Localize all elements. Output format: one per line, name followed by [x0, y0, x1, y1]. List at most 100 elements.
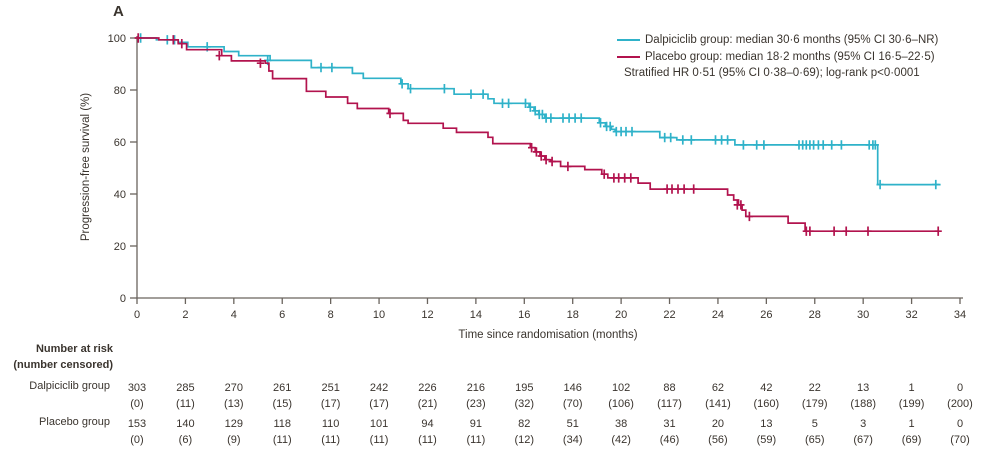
censored-value-cell: (34) — [563, 434, 583, 446]
legend: Dalpiciclib group: median 30·6 months (9… — [617, 32, 938, 82]
censored-value-cell: (21) — [418, 398, 438, 410]
risk-value-cell: 118 — [273, 418, 291, 430]
risk-row-label-placebo: Placebo group — [39, 416, 110, 428]
x-tick-label: 10 — [373, 309, 385, 321]
risk-value-cell: 242 — [370, 382, 388, 394]
censored-value-cell: (65) — [805, 434, 825, 446]
x-tick-label: 8 — [328, 309, 334, 321]
risk-value-cell: 51 — [567, 418, 579, 430]
risk-value-cell: 216 — [467, 382, 485, 394]
risk-value-cell: 129 — [225, 418, 243, 430]
censored-value-cell: (56) — [708, 434, 728, 446]
x-tick-label: 2 — [182, 309, 188, 321]
censored-value-cell: (17) — [369, 398, 389, 410]
legend-label-placebo: Placebo group: median 18·2 months (95% C… — [645, 50, 935, 63]
censored-value-cell: (13) — [224, 398, 244, 410]
legend-stat-note: Stratified HR 0·51 (95% CI 0·38–0·69); l… — [624, 67, 920, 79]
censored-value-cell: (6) — [179, 434, 192, 446]
censor-marks-placebo-group — [134, 33, 942, 236]
risk-value-cell: 0 — [957, 418, 963, 430]
censored-value-cell: (179) — [802, 398, 828, 410]
risk-value-cell: 13 — [857, 382, 869, 394]
risk-value-cell: 226 — [418, 382, 436, 394]
risk-value-cell: 146 — [564, 382, 582, 394]
risk-value-cell: 88 — [663, 382, 675, 394]
risk-value-cell: 303 — [128, 382, 146, 394]
x-tick-label: 30 — [857, 309, 869, 321]
censored-value-cell: (0) — [130, 398, 143, 410]
risk-value-cell: 285 — [176, 382, 194, 394]
x-tick-label: 34 — [954, 309, 966, 321]
risk-value-cell: 261 — [273, 382, 291, 394]
risk-value-cell: 82 — [518, 418, 530, 430]
x-tick-label: 22 — [663, 309, 675, 321]
risk-value-cell: 1 — [909, 418, 915, 430]
risk-table-subheader: (number censored) — [13, 359, 113, 371]
risk-value-cell: 42 — [760, 382, 772, 394]
risk-value-cell: 251 — [321, 382, 339, 394]
risk-value-cell: 102 — [612, 382, 630, 394]
censored-value-cell: (9) — [227, 434, 240, 446]
legend-item-dalpiciclib: Dalpiciclib group: median 30·6 months (9… — [617, 32, 938, 49]
censored-value-cell: (117) — [657, 398, 682, 410]
panel-label: A — [113, 3, 124, 20]
y-tick-label: 40 — [114, 189, 126, 201]
censored-value-cell: (70) — [563, 398, 583, 410]
risk-value-cell: 140 — [176, 418, 194, 430]
censored-value-cell: (11) — [176, 398, 195, 410]
x-tick-label: 6 — [279, 309, 285, 321]
y-tick-label: 0 — [120, 293, 126, 305]
censored-value-cell: (11) — [467, 434, 486, 446]
risk-table-header: Number at risk — [35, 343, 113, 355]
risk-value-cell: 5 — [812, 418, 818, 430]
x-tick-label: 16 — [518, 309, 530, 321]
x-tick-label: 32 — [905, 309, 917, 321]
x-tick-label: 26 — [760, 309, 772, 321]
x-tick-label: 20 — [615, 309, 627, 321]
risk-value-cell: 38 — [615, 418, 627, 430]
legend-label-dalpiciclib: Dalpiciclib group: median 30·6 months (9… — [645, 34, 939, 46]
censored-value-cell: (46) — [660, 434, 680, 446]
risk-value-cell: 1 — [909, 382, 915, 394]
risk-value-cell: 0 — [957, 382, 963, 394]
risk-value-cell: 13 — [760, 418, 772, 430]
risk-value-cell: 91 — [470, 418, 482, 430]
censored-value-cell: (199) — [899, 398, 925, 410]
y-tick-label: 80 — [114, 85, 126, 97]
x-tick-label: 0 — [134, 309, 140, 321]
legend-item-placebo: Placebo group: median 18·2 months (95% C… — [617, 49, 938, 66]
x-tick-label: 24 — [712, 309, 724, 321]
risk-value-cell: 22 — [809, 382, 821, 394]
risk-value-cell: 153 — [128, 418, 146, 430]
censored-value-cell: (11) — [418, 434, 437, 446]
y-tick-label: 60 — [114, 137, 126, 149]
km-curve-placebo-group — [137, 37, 939, 233]
censored-value-cell: (69) — [902, 434, 922, 446]
censor-marks-dalpiciclib-group — [137, 33, 940, 190]
risk-value-cell: 62 — [712, 382, 724, 394]
censored-value-cell: (0) — [130, 434, 143, 446]
censored-value-cell: (70) — [950, 434, 970, 446]
risk-value-cell: 3 — [860, 418, 866, 430]
censored-value-cell: (12) — [515, 434, 535, 446]
censored-value-cell: (59) — [757, 434, 777, 446]
x-tick-label: 28 — [809, 309, 821, 321]
x-tick-label: 12 — [421, 309, 433, 321]
y-tick-label: 20 — [114, 241, 126, 253]
censored-value-cell: (106) — [608, 398, 634, 410]
x-tick-label: 4 — [231, 309, 237, 321]
x-tick-label: 14 — [470, 309, 482, 321]
censored-value-cell: (23) — [466, 398, 486, 410]
risk-value-cell: 94 — [421, 418, 433, 430]
risk-value-cell: 31 — [663, 418, 675, 430]
censored-value-cell: (17) — [321, 398, 341, 410]
censored-value-cell: (141) — [705, 398, 731, 410]
censored-value-cell: (11) — [370, 434, 389, 446]
risk-row-label-dalpiciclib: Dalpiciclib group — [29, 380, 110, 392]
x-axis-title: Time since randomisation (months) — [458, 329, 638, 341]
censored-value-cell: (42) — [611, 434, 631, 446]
censored-value-cell: (200) — [947, 398, 973, 410]
censored-value-cell: (15) — [272, 398, 292, 410]
